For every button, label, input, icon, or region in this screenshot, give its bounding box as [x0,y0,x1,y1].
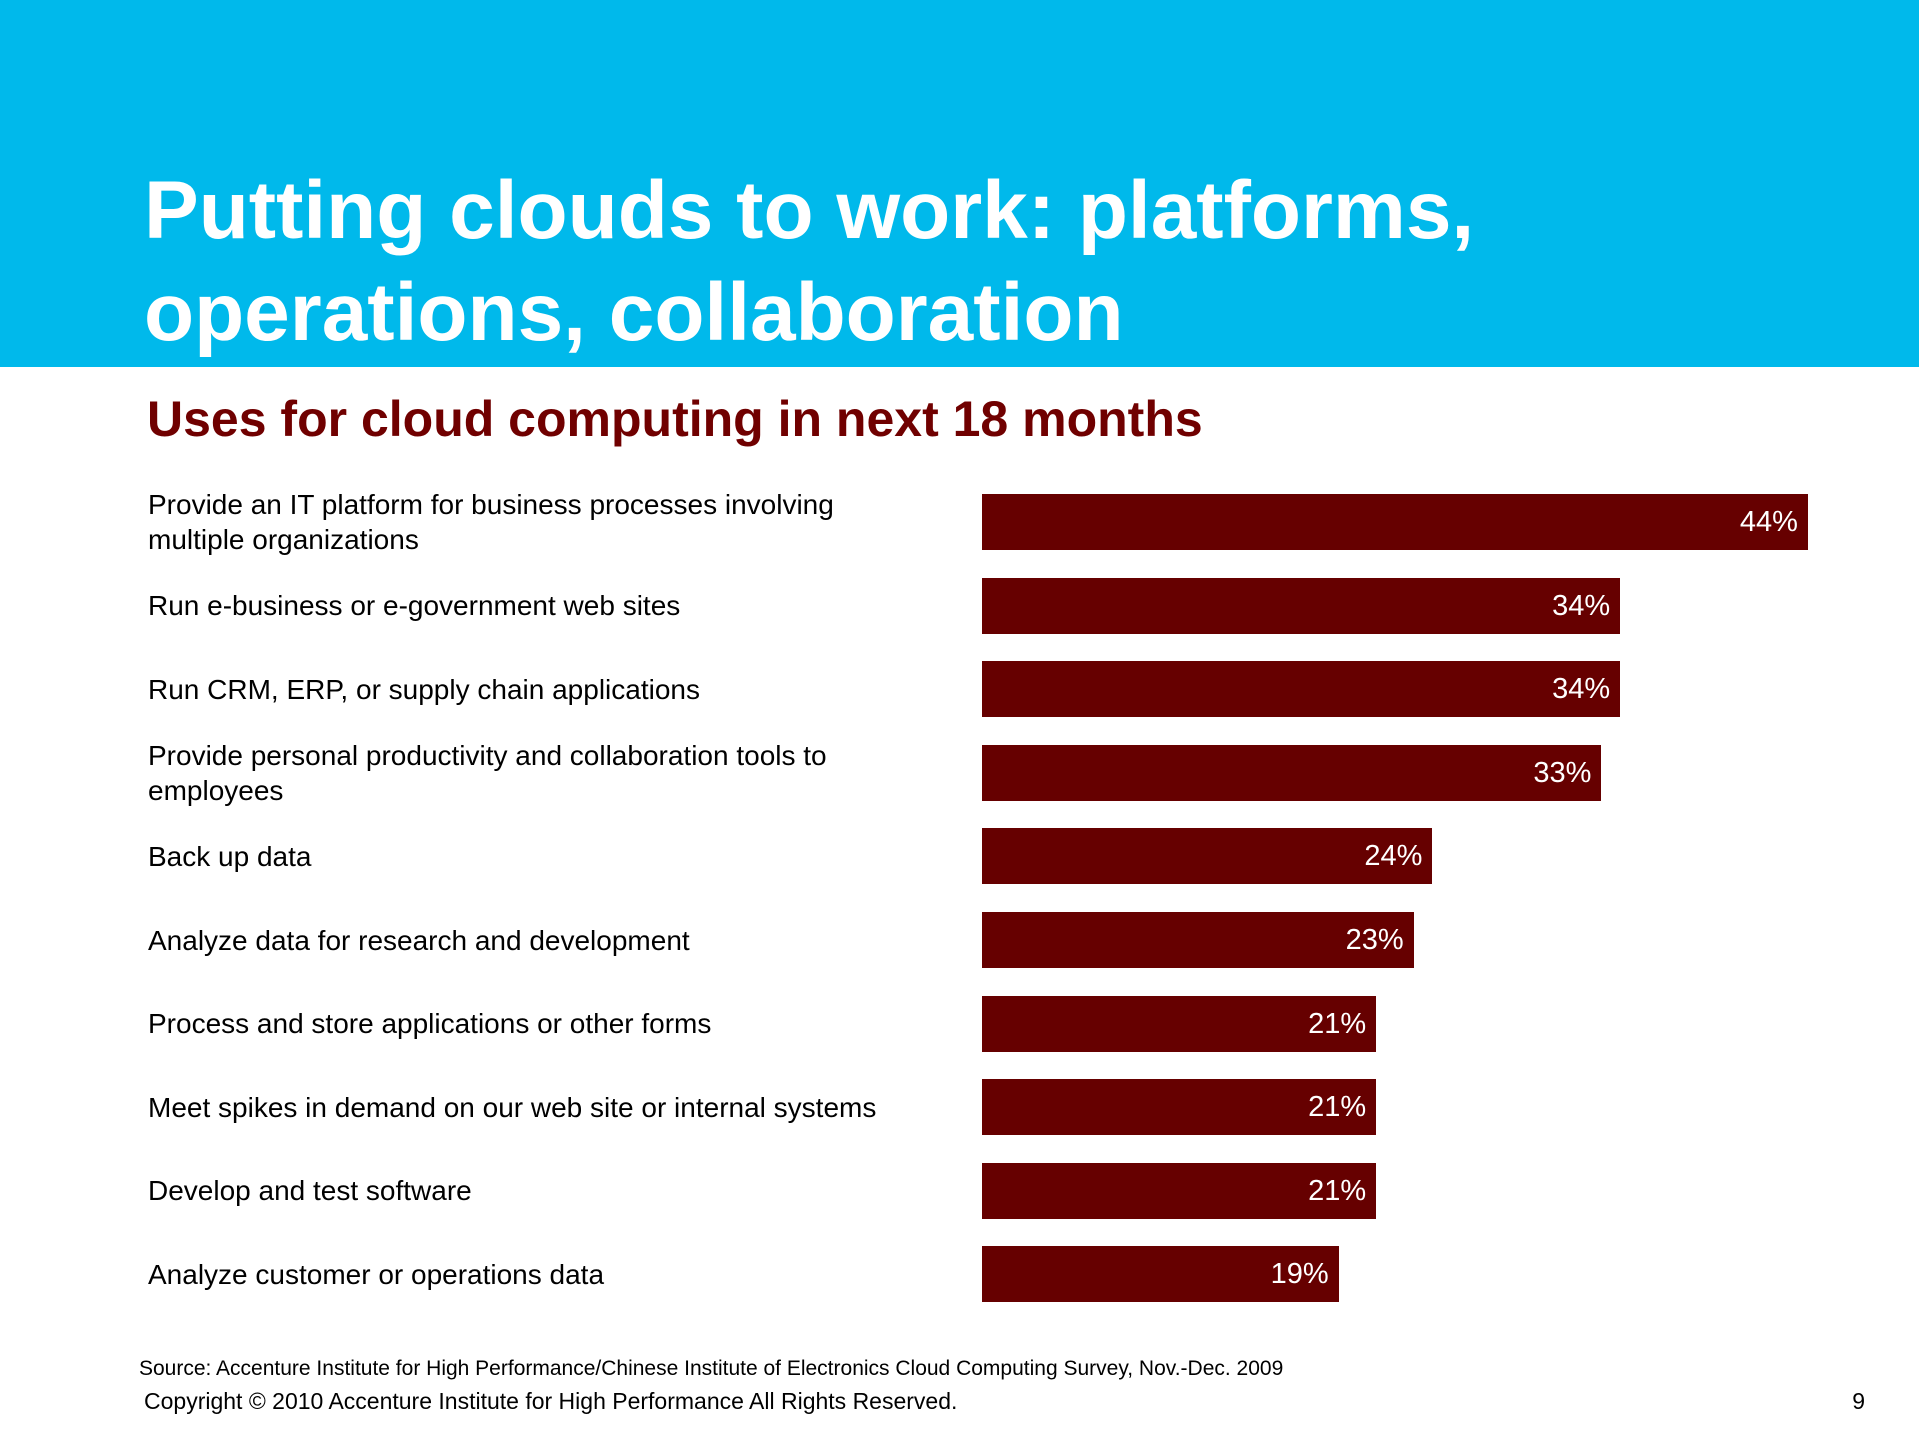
bar [982,912,1414,968]
bar [982,1246,1339,1303]
value-label: 23% [1345,924,1404,956]
bar [982,744,1602,801]
chart-title: Uses for cloud computing in next 18 mont… [147,391,1203,447]
bar [982,1079,1377,1136]
category-label: Meet spikes in demand on our web site or… [148,1091,877,1123]
value-label: 33% [1533,756,1592,789]
copyright: Copyright © 2010 Accenture Institute for… [144,1388,958,1414]
value-label: 19% [1270,1258,1329,1291]
bar [982,1162,1377,1219]
source-note: Source: Accenture Institute for High Per… [139,1357,1284,1380]
bar [982,577,1621,634]
category-label: Provide an IT platform for business proc… [148,489,834,555]
category-label: Analyze data for research and developmen… [148,924,690,956]
bar [982,661,1621,718]
bar [982,828,1433,885]
bar [982,494,1808,550]
category-label: Provide personal productivity and collab… [148,739,827,806]
category-label: Run CRM, ERP, or supply chain applicatio… [148,673,700,705]
header-band: Putting clouds to work: platforms, opera… [0,0,1919,367]
slide-title: Putting clouds to work: platforms, opera… [144,165,1475,358]
value-label: 24% [1364,840,1423,873]
category-label: Run e-business or e-government web sites [148,590,681,622]
value-label: 34% [1552,673,1611,706]
category-label: Process and store applications or other … [148,1008,712,1040]
value-label: 34% [1552,589,1611,622]
bar [982,995,1377,1052]
category-label: Analyze customer or operations data [148,1258,605,1290]
value-label: 44% [1739,506,1798,538]
page-number: 9 [1852,1388,1865,1414]
value-label: 21% [1308,1174,1367,1207]
category-label: Back up data [148,840,312,872]
category-label: Develop and test software [148,1175,472,1207]
value-label: 21% [1308,1091,1367,1124]
value-label: 21% [1308,1007,1367,1040]
